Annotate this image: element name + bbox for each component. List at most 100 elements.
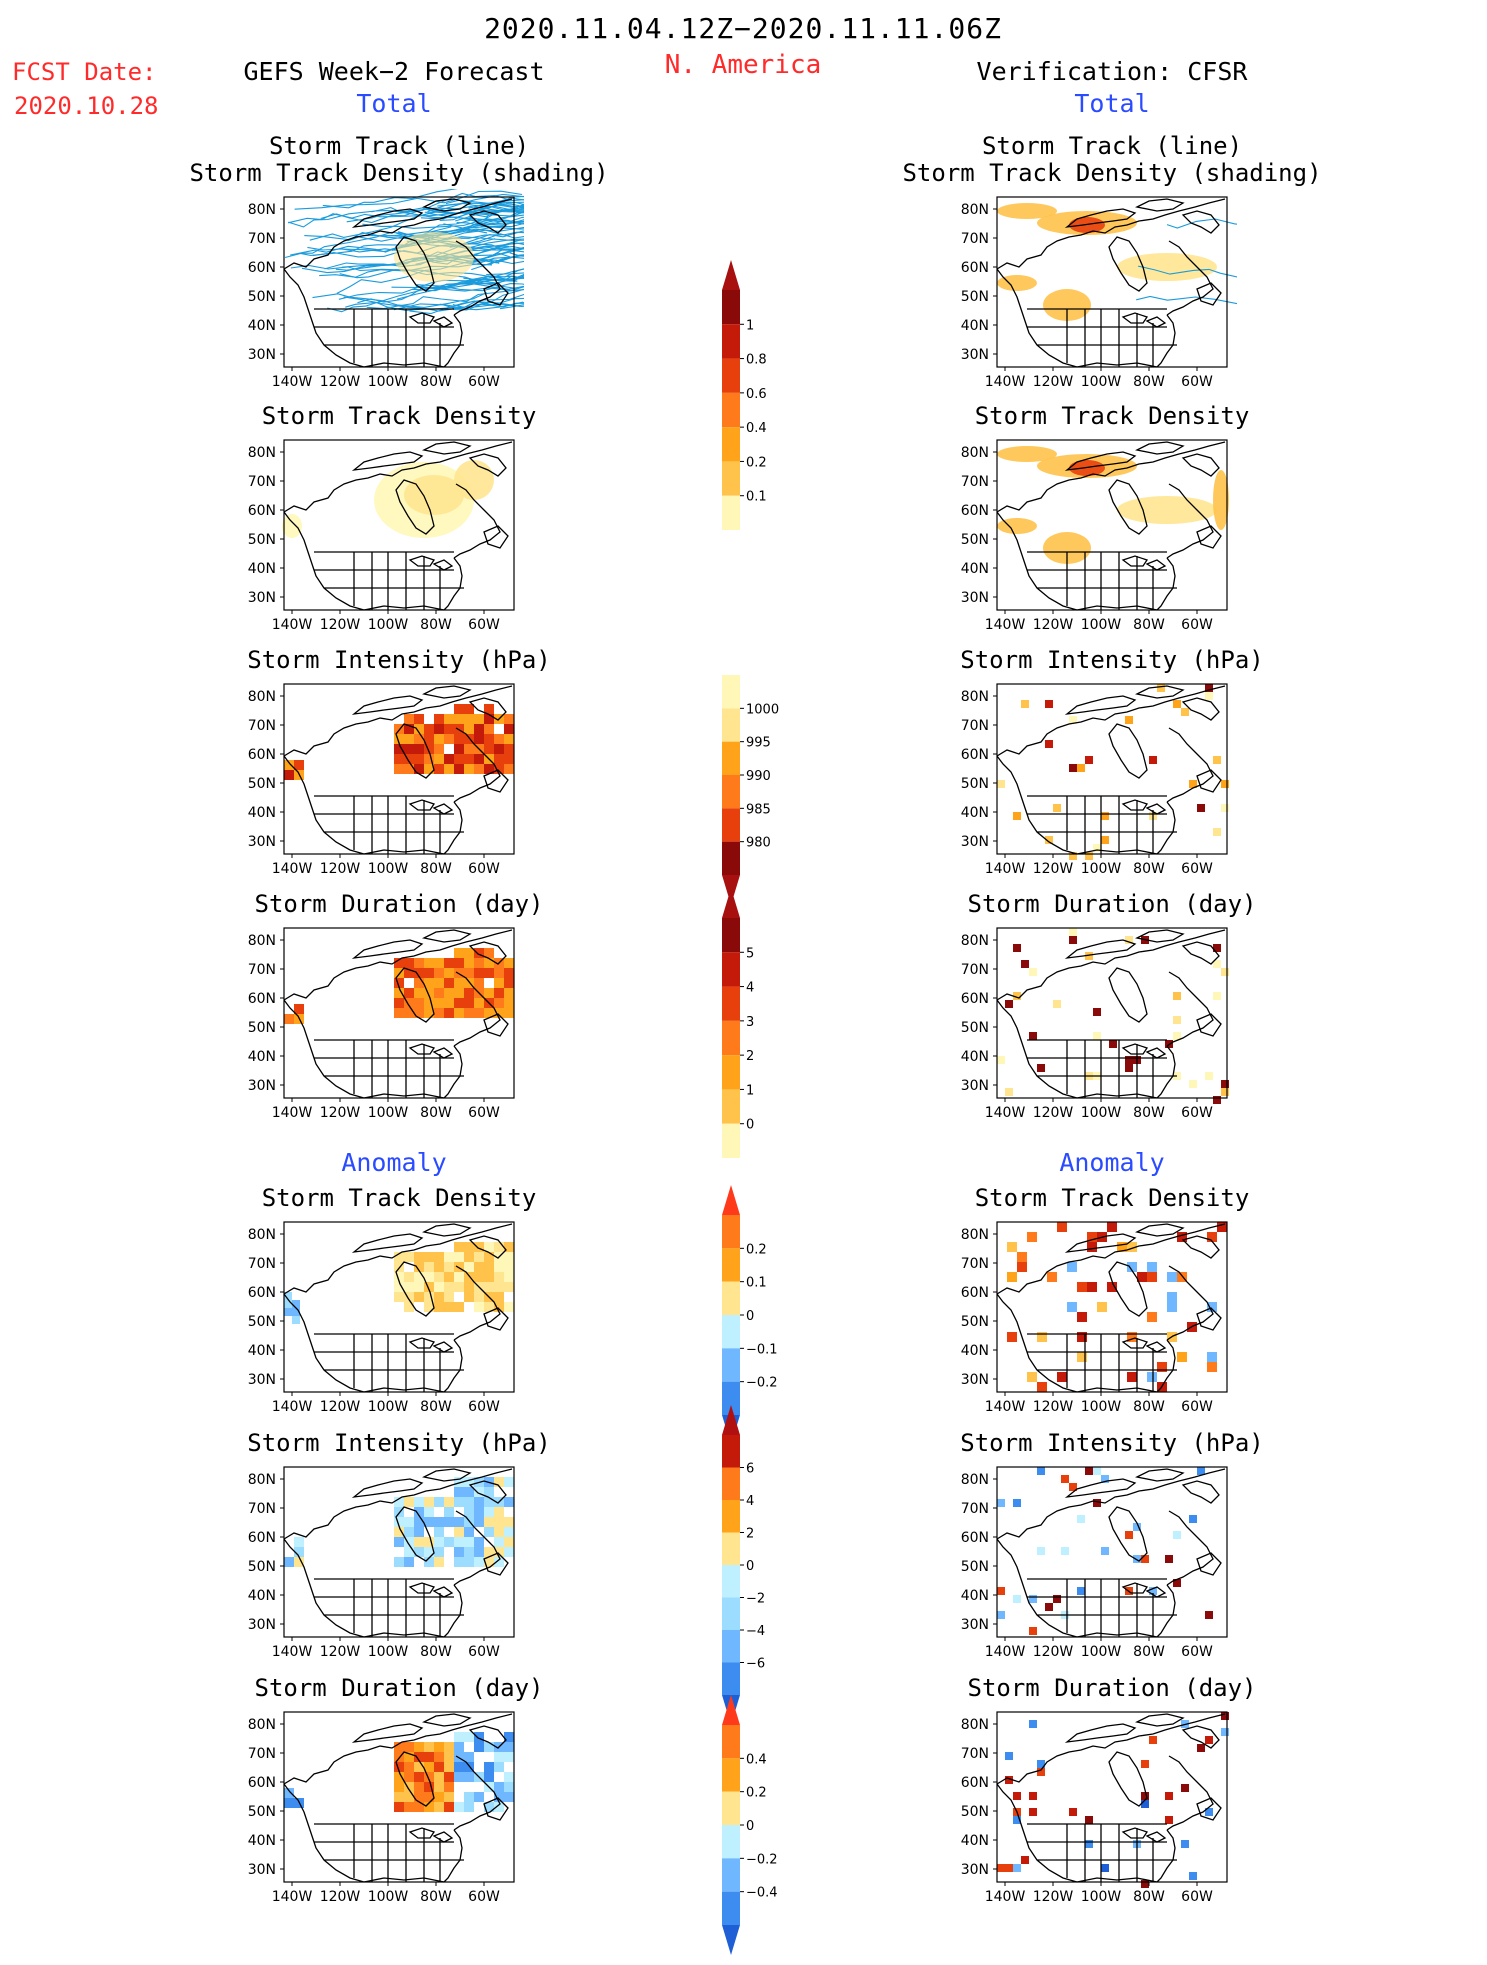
lat-tick-label: 50N [961,1804,989,1820]
colorbar-tick-label: −6 [746,1657,765,1672]
left-panel-title-0: Storm Track (line) Storm Track Density (s… [189,133,608,187]
lon-tick-label: 80W [1133,861,1165,877]
colorbar-tick-label: 1000 [746,702,779,717]
colorbar-tick-label: 0.2 [746,1242,767,1257]
left-map-aintensity: 80N 70N 60N 50N 40N 30N 140W 120W 100W 80W 60W [248,1466,515,1660]
left-panel-title-1: Storm Track Density [262,403,537,430]
panel-title-line: Storm Intensity (hPa) [960,1429,1264,1457]
right-panel-title-2: Storm Intensity (hPa) [960,647,1263,674]
right-map-aintensity: 80N 70N 60N 50N 40N 30N 140W 120W 100W 80W 60W [961,1466,1228,1660]
lon-tick-label: 60W [468,617,500,633]
lat-tick-label: 50N [248,1020,276,1036]
lat-tick-label: 30N [961,1078,989,1094]
lon-tick-label: 120W [320,1889,361,1905]
lon-tick-label: 140W [985,1644,1026,1660]
panel-title-line: Storm Track Density [261,402,537,430]
lon-tick-label: 100W [1081,1105,1122,1121]
lon-tick-label: 60W [468,1889,500,1905]
lat-tick-label: 70N [961,231,989,247]
lon-tick-label: 100W [1081,1889,1122,1905]
colorbar-tick-label: −4 [746,1624,765,1639]
lon-tick-label: 140W [272,861,313,877]
right-panel-title-4: Storm Track Density [975,1185,1250,1212]
lon-tick-label: 60W [1181,1644,1213,1660]
colorbar-tick-label: 1 [746,1083,754,1098]
lon-tick-label: 120W [1033,1399,1074,1415]
lat-tick-label: 50N [248,1559,276,1575]
colorbar-duration-total: 5 4 3 2 1 0 [722,888,754,1158]
colorbar-tick-label: 980 [746,836,771,851]
colorbar-tick-label: 5 [746,946,754,961]
fcst-date-label: FCST Date: [12,58,157,86]
panel-title-line: Storm Track Density (shading) [189,159,609,187]
colorbar-tick-label: 0.1 [746,1276,767,1291]
lon-tick-label: 140W [272,1644,313,1660]
colorbar-tick-label: 0.8 [746,353,767,368]
right-map-intensity: 80N 70N 60N 50N 40N 30N 140W 120W 100W 80W 60W [961,683,1229,877]
lon-tick-label: 80W [420,1399,452,1415]
right-map-track: 80N 70N 60N 50N 40N 30N 140W 120W 100W 80W 60W [961,196,1237,390]
lon-tick-label: 80W [1133,1644,1165,1660]
colorbar-tick-label: 6 [746,1462,754,1477]
lon-tick-label: 60W [468,374,500,390]
lat-tick-label: 60N [961,260,989,276]
panel-title-line: Storm Track Density [261,1184,537,1212]
lon-tick-label: 100W [1081,1644,1122,1660]
colorbar-intensity-total: 1000 995 990 985 980 [722,675,779,905]
lat-tick-label: 50N [961,289,989,305]
colorbar-tick-label: 0.2 [746,455,767,470]
lon-tick-label: 80W [420,1105,452,1121]
lat-tick-label: 60N [248,260,276,276]
lon-tick-label: 120W [1033,617,1074,633]
lat-tick-label: 50N [248,776,276,792]
lon-tick-label: 120W [320,617,361,633]
left-panel-title-6: Storm Duration (day) [255,1675,544,1702]
colorbar-tick-label: 4 [746,1494,754,1509]
lon-tick-label: 140W [985,1105,1026,1121]
lat-tick-label: 70N [961,1501,989,1517]
lat-tick-label: 30N [248,1617,276,1633]
lon-tick-label: 80W [1133,374,1165,390]
lat-tick-label: 60N [248,1530,276,1546]
lon-tick-label: 80W [1133,617,1165,633]
lat-tick-label: 60N [248,991,276,1007]
left-map-duration: 80N 70N 60N 50N 40N 30N 140W 120W 100W 80W 60W [248,927,515,1121]
lon-tick-label: 60W [468,1644,500,1660]
lat-tick-label: 60N [961,991,989,1007]
lat-tick-label: 30N [248,590,276,606]
lat-tick-label: 50N [248,1804,276,1820]
lat-tick-label: 70N [248,1256,276,1272]
lat-tick-label: 40N [248,561,276,577]
fcst-date-value: 2020.10.28 [14,92,159,120]
colorbar-tick-label: 0.4 [746,421,767,436]
lat-tick-label: 80N [248,202,276,218]
colorbar-tick-label: −0.2 [746,1852,778,1867]
right-panel-title-6: Storm Duration (day) [968,1675,1257,1702]
lon-tick-label: 140W [985,1399,1026,1415]
lon-tick-label: 120W [1033,1889,1074,1905]
lat-tick-label: 70N [248,962,276,978]
left-panel-title-2: Storm Intensity (hPa) [247,647,550,674]
right-map-adensity: 80N 70N 60N 50N 40N 30N 140W 120W 100W 80W 60W [961,1221,1228,1415]
lon-tick-label: 140W [985,617,1026,633]
colorbar-intensity-anomaly: 6 4 2 0 −2 −4 −6 [722,1405,765,1725]
lon-tick-label: 80W [420,617,452,633]
lat-tick-label: 70N [248,474,276,490]
lat-tick-label: 40N [961,1343,989,1359]
lat-tick-label: 30N [248,1372,276,1388]
lat-tick-label: 70N [248,1746,276,1762]
right-panel-title-5: Storm Intensity (hPa) [960,1430,1263,1457]
lat-tick-label: 60N [961,1530,989,1546]
lon-tick-label: 80W [420,1644,452,1660]
lon-tick-label: 140W [272,1105,313,1121]
lon-tick-label: 60W [468,861,500,877]
lat-tick-label: 80N [961,202,989,218]
lat-tick-label: 80N [248,689,276,705]
lat-tick-label: 60N [961,747,989,763]
lat-tick-label: 50N [248,1314,276,1330]
lat-tick-label: 40N [961,1049,989,1065]
lat-tick-label: 60N [961,503,989,519]
right-panel-title-0: Storm Track (line) Storm Track Density (s… [902,133,1321,187]
forecast-anomaly-label: Anomaly [341,1148,447,1177]
lon-tick-label: 120W [320,374,361,390]
